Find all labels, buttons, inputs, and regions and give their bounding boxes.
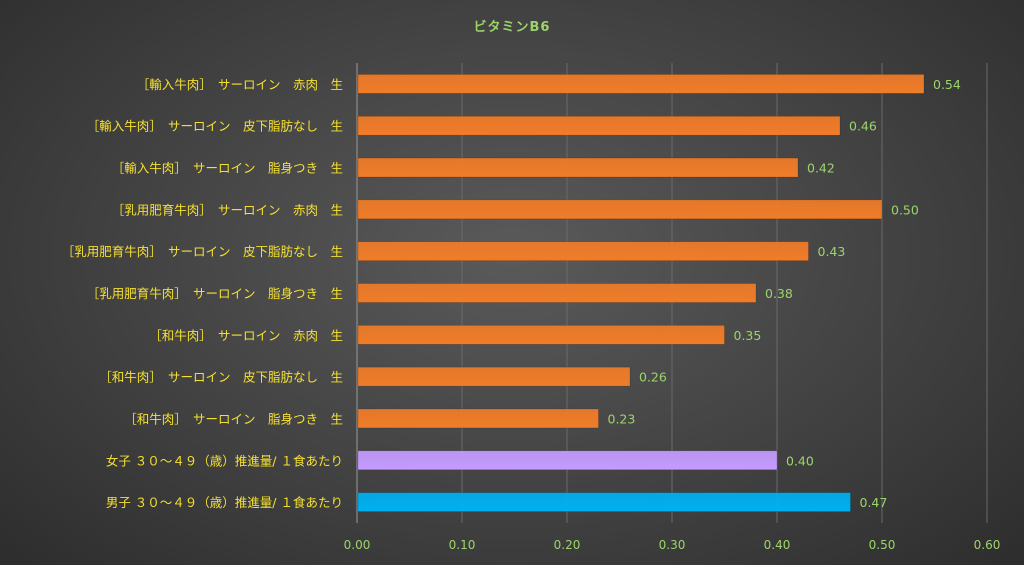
value-label: 0.35 bbox=[734, 328, 762, 343]
value-label: 0.47 bbox=[860, 495, 888, 510]
category-label: ［和牛肉］ サーロイン 脂身つき 生 bbox=[124, 411, 343, 426]
bar bbox=[357, 366, 631, 387]
bar bbox=[357, 115, 841, 136]
value-label: 0.43 bbox=[818, 244, 846, 259]
x-tick-label: 0.00 bbox=[344, 538, 371, 552]
value-label: 0.54 bbox=[933, 77, 961, 92]
bar bbox=[357, 283, 757, 303]
bar bbox=[357, 492, 851, 512]
value-label: 0.23 bbox=[608, 411, 636, 426]
category-label: ［輸入牛肉］ サーロイン 脂身つき 生 bbox=[112, 161, 343, 176]
category-label: 女子 ３０～４９（歳）推進量/ １食あたり bbox=[106, 453, 343, 468]
x-tick-label: 0.10 bbox=[449, 538, 476, 552]
value-label: 0.50 bbox=[891, 202, 919, 217]
category-label: ［乳用肥育牛肉］ サーロイン 皮下脂肪なし 生 bbox=[62, 244, 343, 259]
chart-title: ビタミンB6 bbox=[473, 20, 551, 35]
bar bbox=[357, 325, 725, 345]
value-label: 0.40 bbox=[786, 453, 814, 468]
category-label: ［和牛肉］ サーロイン 皮下脂肪なし 生 bbox=[99, 370, 343, 385]
category-label: 男子 ３０～４９（歳）推進量/ １食あたり bbox=[106, 495, 343, 510]
value-label: 0.26 bbox=[639, 370, 667, 385]
category-label: ［輸入牛肉］ サーロイン 皮下脂肪なし 生 bbox=[87, 119, 343, 134]
bar bbox=[357, 199, 883, 220]
x-tick-label: 0.50 bbox=[869, 538, 896, 552]
value-label: 0.42 bbox=[807, 161, 835, 176]
bar bbox=[357, 157, 799, 178]
bar bbox=[357, 408, 599, 429]
bar bbox=[357, 450, 778, 471]
value-label: 0.46 bbox=[849, 119, 877, 134]
x-tick-label: 0.40 bbox=[764, 538, 791, 552]
value-label: 0.38 bbox=[765, 286, 793, 301]
x-tick-label: 0.30 bbox=[659, 538, 686, 552]
bar bbox=[357, 74, 925, 94]
x-tick-label: 0.60 bbox=[974, 538, 1001, 552]
category-label: ［乳用肥育牛肉］ サーロイン 脂身つき 生 bbox=[87, 286, 343, 301]
category-label: ［和牛肉］ サーロイン 赤肉 生 bbox=[149, 328, 343, 343]
category-label: ［輸入牛肉］ サーロイン 赤肉 生 bbox=[137, 77, 343, 92]
category-label: ［乳用肥育牛肉］ サーロイン 赤肉 生 bbox=[112, 202, 343, 217]
x-tick-label: 0.20 bbox=[554, 538, 581, 552]
bar bbox=[357, 241, 809, 261]
